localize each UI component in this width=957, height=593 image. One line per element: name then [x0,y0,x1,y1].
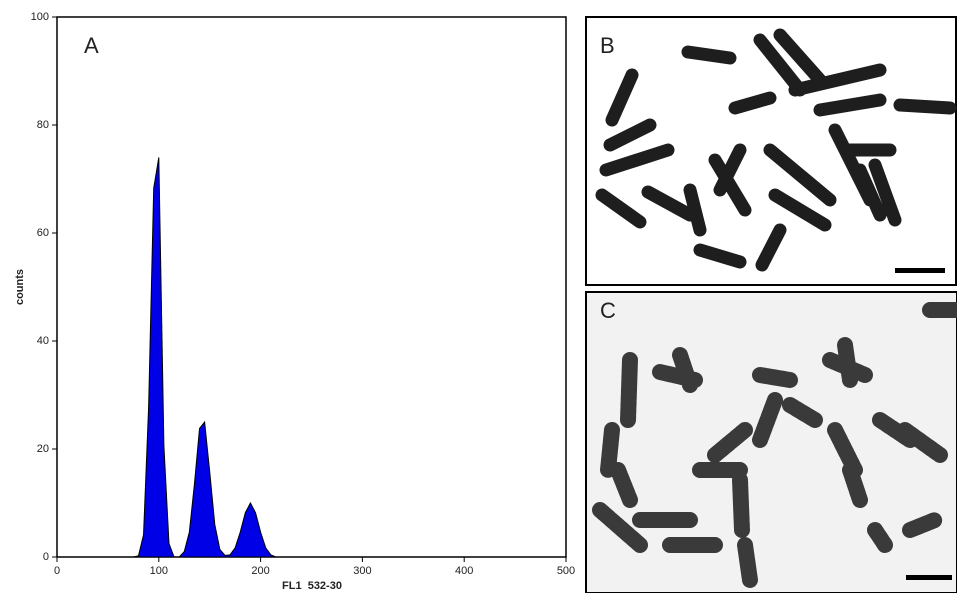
chromosomes [595,28,957,272]
x-tick-label: 100 [150,565,168,577]
y-axis-label: counts [14,269,26,305]
histogram-area [133,157,277,558]
image-frame [585,291,957,593]
scale-bar [906,575,952,580]
x-tick-label: 0 [54,565,60,577]
x-axis-label: FL1 532-30 [282,580,342,592]
panel-label: C [600,298,616,323]
y-tick-label: 40 [37,335,49,347]
y-tick-label: 60 [37,227,49,239]
plot-frame [56,16,567,558]
x-tick-label: 200 [251,565,269,577]
panel-label: A [84,33,99,58]
y-tick-label: 100 [31,11,49,23]
chromosomes [592,302,957,588]
y-tick-label: 20 [37,443,49,455]
x-tick-label: 300 [353,565,371,577]
x-tick-label: 500 [557,565,575,577]
micrograph-b: B [585,16,957,286]
micrograph-c: C [585,291,957,593]
panel-label: B [600,33,615,58]
y-tick-label: 0 [43,551,49,563]
y-tick-label: 80 [37,119,49,131]
scale-bar [895,268,945,273]
x-tick-label: 400 [455,565,473,577]
